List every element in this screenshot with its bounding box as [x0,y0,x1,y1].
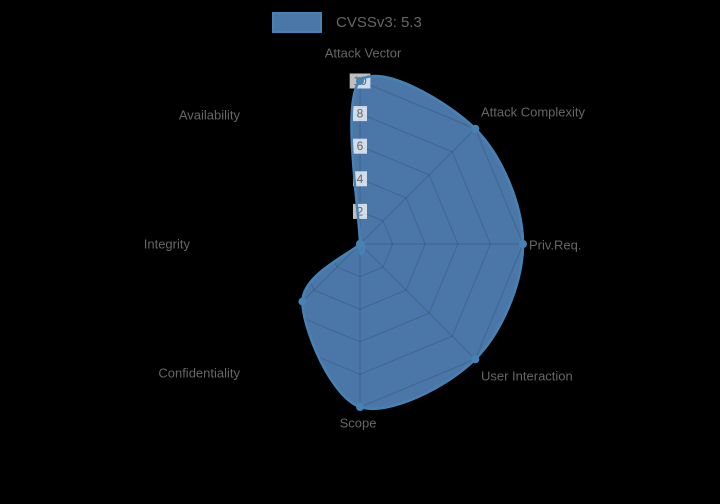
axis-label-attack-vector: Attack Vector [325,46,402,61]
data-point[interactable] [356,77,364,85]
legend-color-box [272,12,322,33]
grid-ring [261,145,459,343]
data-point[interactable] [471,124,480,133]
data-point[interactable] [356,403,364,411]
legend-label: CVSSv3: 5.3 [336,14,422,31]
data-point[interactable] [471,355,480,364]
axis-label-integrity: Integrity [144,237,191,252]
axis-label-priv-req: Priv.Req. [529,238,582,253]
radial-tick-label: 6 [357,139,364,153]
grid-spoke [359,128,476,245]
data-point[interactable] [356,240,364,248]
tick-backdrop [353,171,367,187]
tick-backdrop [353,106,367,122]
dataset-border [301,74,525,410]
axis-label-availability: Availability [179,108,241,123]
axis-label-attack-complexity: Attack Complexity [481,105,586,120]
grid-ring [228,112,492,376]
radial-tick-label: 2 [357,204,364,218]
data-point[interactable] [298,297,307,306]
tick-backdrop [353,138,367,154]
legend-item-cvssv3[interactable]: CVSSv3: 5.3 [272,12,422,33]
grid-spoke [359,243,476,360]
grid-spoke [244,128,361,245]
grid-ring [326,210,394,278]
axis-label-user-interaction: User Interaction [481,369,573,384]
data-point[interactable] [519,240,527,248]
grid-ring [294,178,426,310]
axis-label-confidentiality: Confidentiality [158,366,240,381]
dataset-fill [302,75,523,409]
radial-tick-label: 4 [357,172,364,186]
axis-label-scope: Scope [340,416,377,431]
radial-tick-label: 8 [357,107,364,121]
